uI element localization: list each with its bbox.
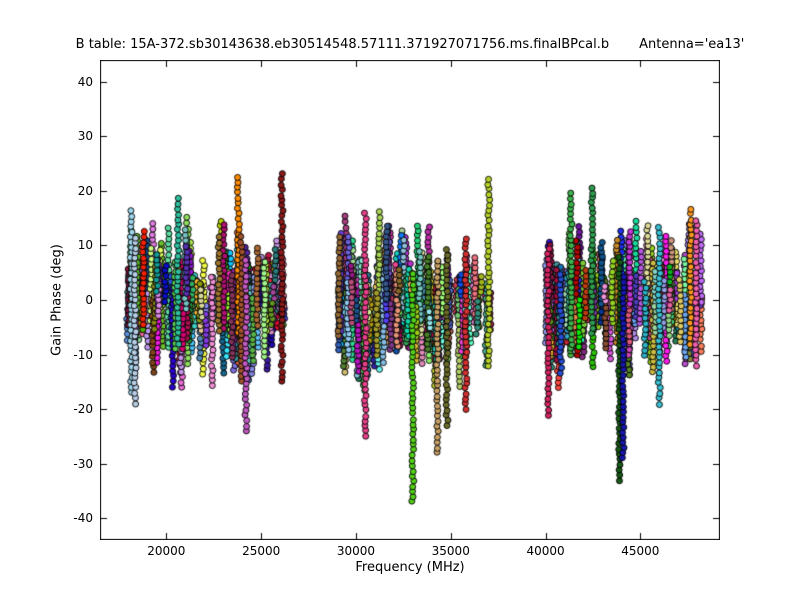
x-tick-label: 25000: [242, 544, 281, 558]
plot-title-row: B table: 15A-372.sb30143638.eb30514548.5…: [76, 38, 745, 52]
plot-title: B table: 15A-372.sb30143638.eb30514548.5…: [75, 37, 610, 52]
y-tick-label: 40: [77, 74, 93, 89]
y-tick-label: 10: [77, 238, 93, 253]
y-tick-label: -10: [73, 347, 93, 362]
y-tick-label: -20: [73, 402, 93, 417]
x-tick-label: 40000: [526, 544, 565, 558]
plot-area: [100, 60, 720, 540]
y-tick-label: -40: [73, 511, 93, 526]
x-tick-label: 30000: [336, 544, 376, 558]
y-tick-label: 20: [77, 183, 93, 198]
scatter-plot-canvas: [100, 60, 720, 540]
y-tick-label: 30: [77, 129, 93, 144]
y-tick-label: 0: [85, 293, 93, 307]
x-tick-label: 20000: [147, 544, 186, 558]
x-tick-label: 35000: [431, 544, 470, 558]
y-tick-label: -30: [73, 456, 93, 471]
x-axis-label: Frequency (MHz): [355, 560, 465, 575]
x-tick-label: 45000: [621, 544, 660, 558]
antenna-label: Antenna='ea13': [639, 37, 745, 52]
